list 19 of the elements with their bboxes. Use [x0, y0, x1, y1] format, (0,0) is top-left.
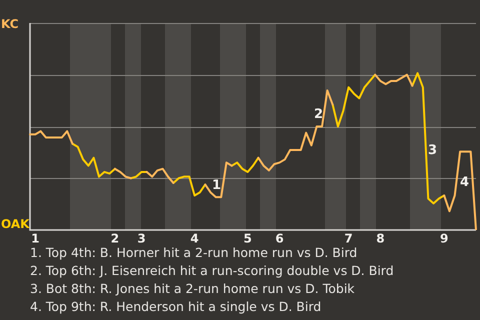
x-tick-label: 4	[190, 231, 199, 246]
text: 2. Top 6th: J. Eisenreich hit a run-scoring double vs D. Bird	[30, 262, 394, 280]
x-tick-label: 6	[275, 231, 284, 246]
annotation: 2	[314, 107, 324, 122]
text: 4. Top 9th: R. Henderson hit a single vs D. Bird	[30, 298, 322, 316]
x-tick-label: 1	[31, 231, 40, 246]
text: 1. Top 4th: B. Horner hit a 2-run home run vs D. Bird	[30, 244, 358, 262]
x-tick-label: 9	[440, 231, 448, 246]
annotation: 1	[212, 178, 222, 193]
x-tick-label: 8	[376, 231, 385, 246]
x-tick-label: 7	[344, 231, 353, 246]
text: KC	[1, 17, 19, 31]
annotation: 4	[460, 175, 470, 190]
x-tick-label: 3	[137, 231, 146, 246]
x-tick-label: 5	[244, 231, 252, 246]
x-tick-label: 2	[110, 231, 120, 246]
text: 3. Bot 8th: R. Jones hit a 2-run home run vs D. Tobik	[30, 280, 356, 298]
text: OAK	[1, 217, 30, 231]
annotation: 3	[428, 143, 438, 158]
